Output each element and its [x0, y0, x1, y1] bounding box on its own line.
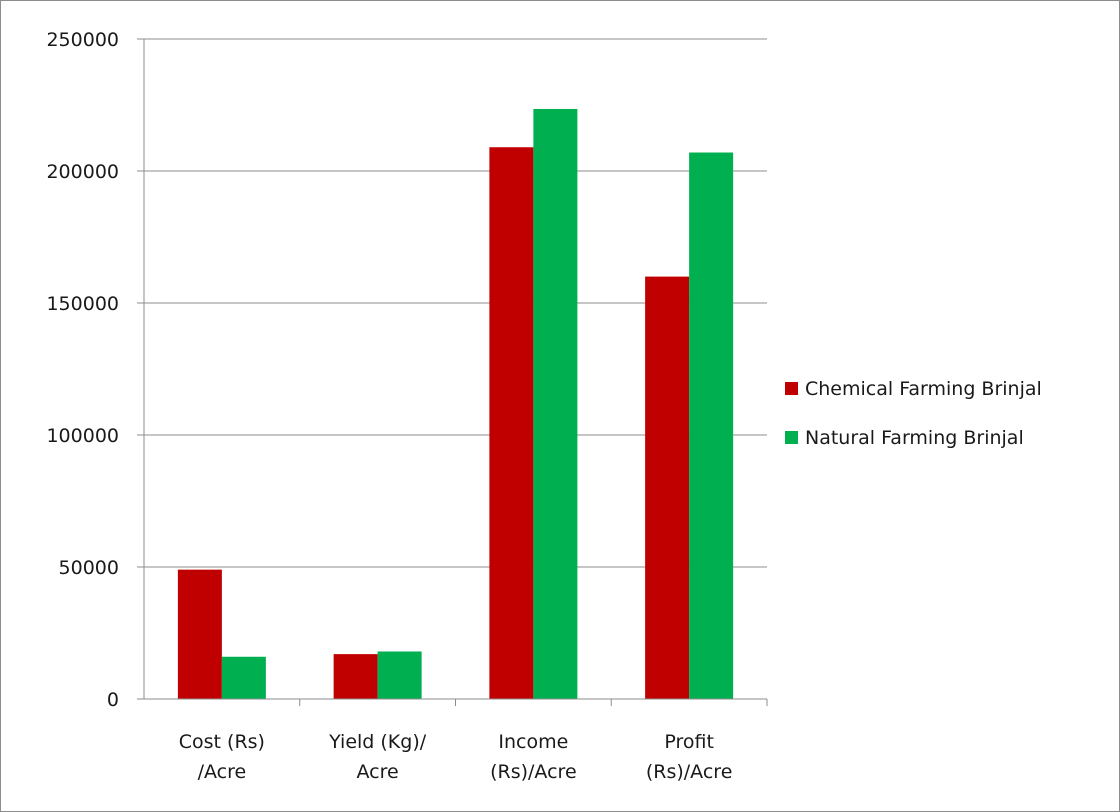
x-category-label: Cost (Rs)/Acre [179, 731, 265, 783]
legend-swatch-chemical [785, 382, 798, 395]
x-category-label: Profit (Rs)/Acre [646, 731, 733, 783]
y-tick-label: 0 [107, 689, 119, 711]
bar-chemical-1 [333, 654, 378, 699]
legend: Chemical Farming Brinjal Natural Farming … [785, 378, 1042, 449]
bar-chemical-0 [177, 569, 222, 699]
x-category-label: Income (Rs)/Acre [490, 731, 577, 783]
y-tick-label: 200000 [46, 161, 119, 183]
x-category-labels: Cost (Rs)/Acre Yield (Kg)/Acre Income (Rs)/… [179, 731, 733, 783]
axes [137, 38, 768, 706]
y-tick-label: 50000 [59, 557, 119, 579]
legend-swatch-natural [785, 431, 798, 444]
bar-natural-2 [533, 108, 578, 699]
legend-label-chemical: Chemical Farming Brinjal [805, 378, 1042, 400]
y-tick-labels: 0 50000 100000 150000 200000 250000 [46, 29, 119, 711]
y-tick-label: 100000 [46, 425, 119, 447]
bar-chemical-3 [645, 276, 690, 699]
y-tick-label: 150000 [46, 293, 119, 315]
bar-natural-1 [377, 651, 422, 699]
bar-chemical-2 [489, 147, 534, 700]
bar-natural-0 [221, 656, 266, 699]
y-tick-label: 250000 [46, 29, 119, 51]
bar-natural-3 [689, 152, 734, 699]
bars [177, 108, 734, 700]
x-category-label: Yield (Kg)/Acre [328, 731, 427, 783]
legend-label-natural: Natural Farming Brinjal [805, 427, 1024, 449]
